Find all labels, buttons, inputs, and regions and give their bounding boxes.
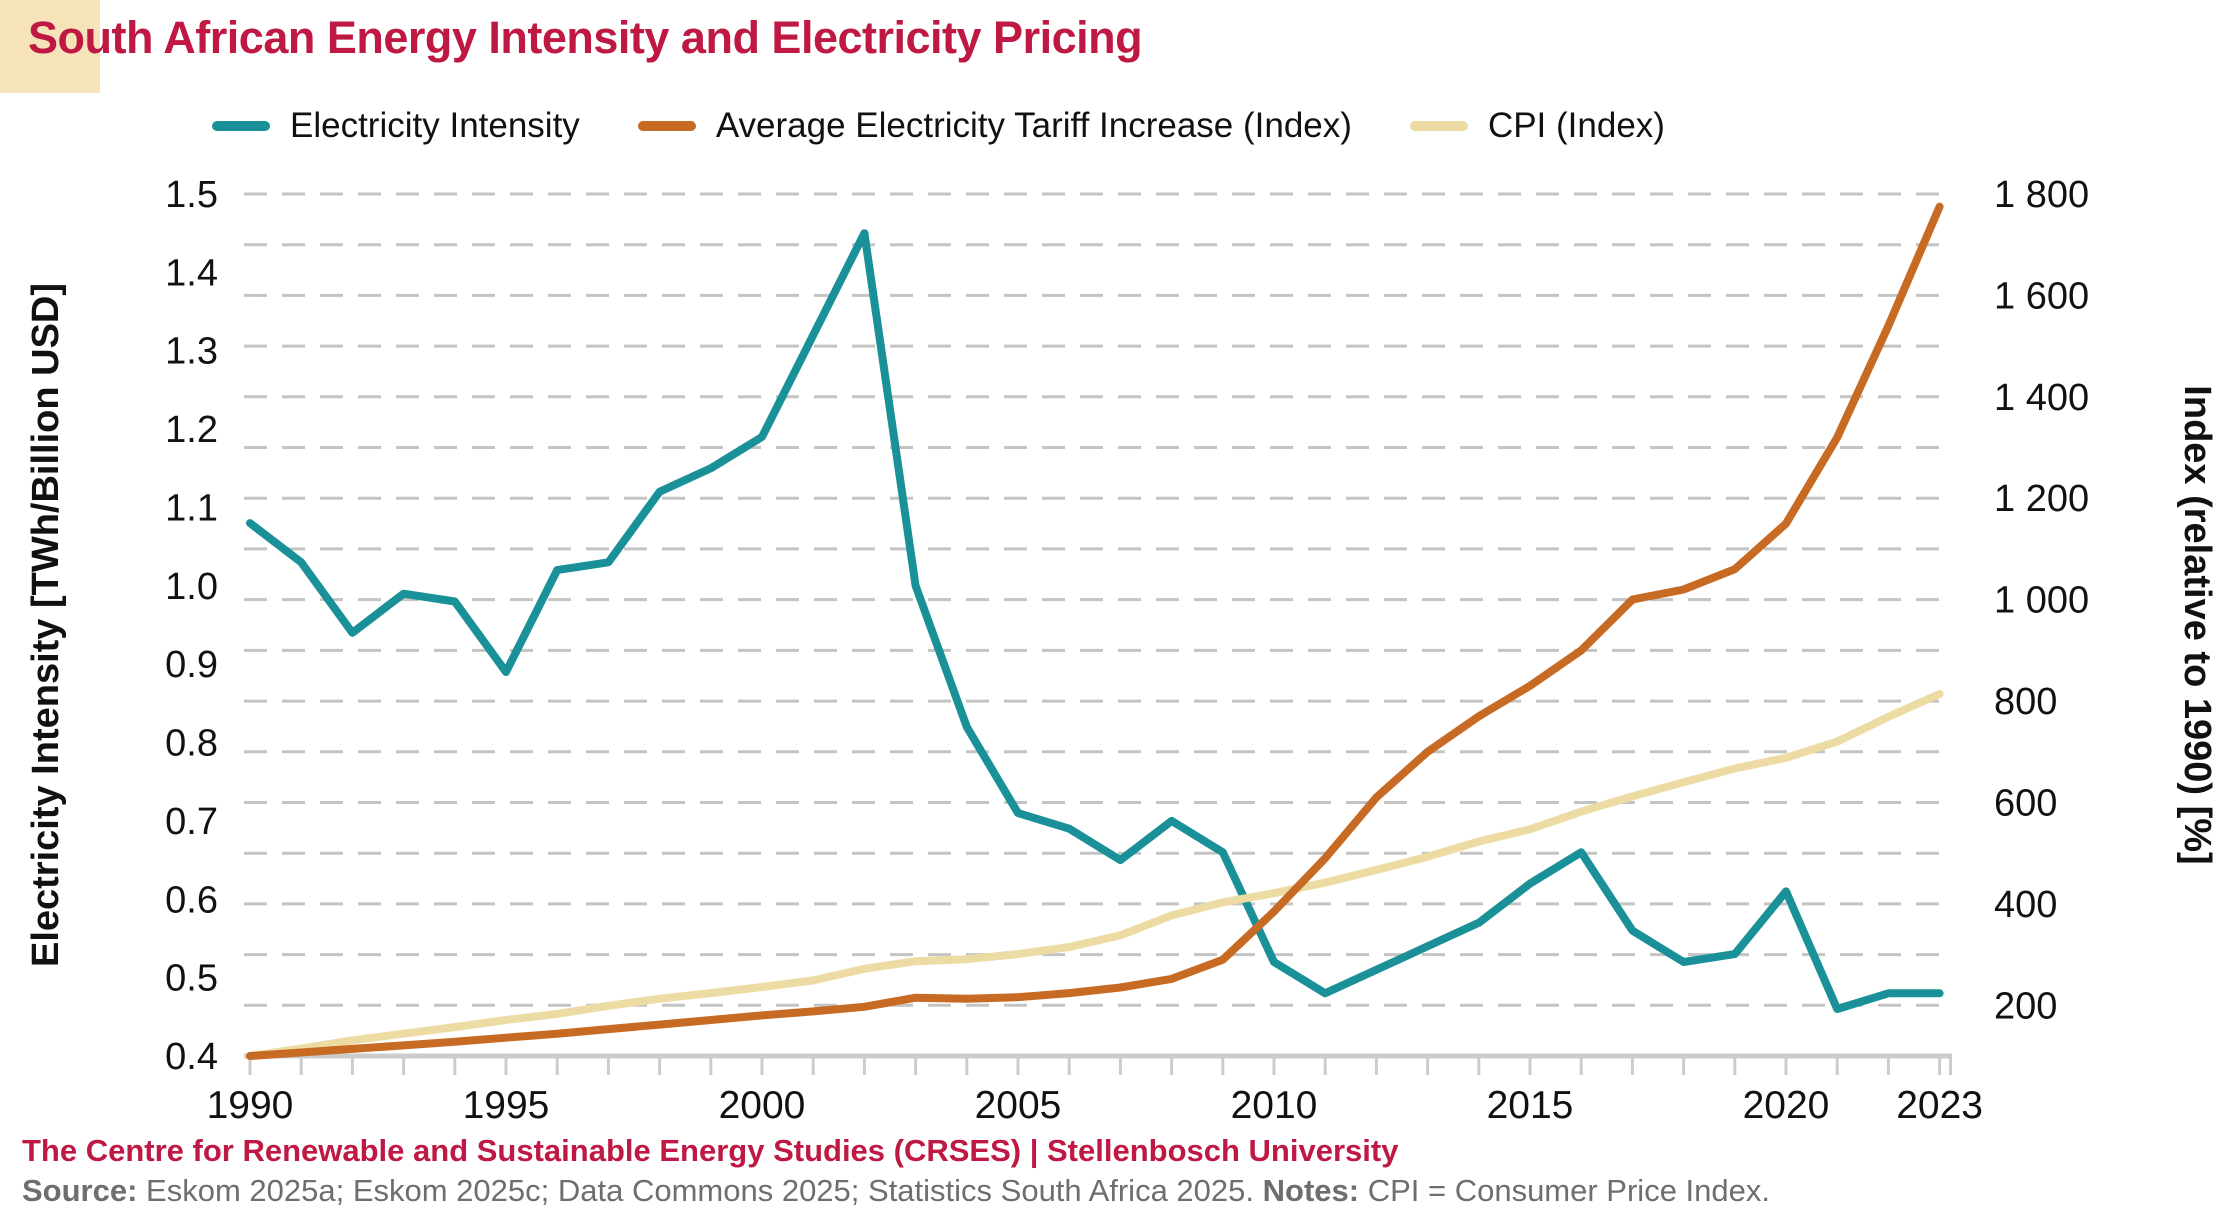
- legend-swatch-cream-icon: [1409, 121, 1468, 131]
- x-tick-label: 2010: [1231, 1084, 1318, 1127]
- x-tick-label: 2020: [1743, 1084, 1830, 1127]
- left-tick-label: 1.3: [165, 331, 218, 373]
- legend-label: Electricity Intensity: [290, 106, 580, 145]
- left-tick-label: 0.7: [165, 801, 218, 843]
- notes-text: CPI = Consumer Price Index.: [1359, 1173, 1770, 1208]
- right-tick-label: 400: [1994, 884, 2057, 926]
- right-tick-label: 800: [1994, 681, 2057, 723]
- source-text: Eskom 2025a; Eskom 2025c; Data Commons 2…: [137, 1173, 1263, 1208]
- right-tick-labels: 1 800 1 600 1 400 1 200 1 000 800 600 400 200: [1994, 174, 2089, 1027]
- left-tick-label: 1.0: [165, 566, 218, 608]
- source-label: Source:: [22, 1173, 138, 1208]
- gridlines: [244, 192, 1952, 1007]
- x-tick-label: 2000: [719, 1084, 806, 1127]
- left-tick-label: 0.6: [165, 879, 218, 921]
- legend-label: CPI (Index): [1487, 106, 1665, 145]
- series-line-average-electricity-tariff-increase-index: [246, 202, 1944, 1060]
- x-tick-label: 2023: [1896, 1084, 1983, 1127]
- x-tick-labels: 1990 1995 2000 2005 2010 2015 2020 2023: [207, 1084, 1983, 1127]
- left-axis-title: Electricity Intensity [TWh/Billion USD]: [25, 283, 67, 967]
- right-tick-label: 1 800: [1994, 174, 2089, 216]
- title-accent-square: [0, 0, 100, 93]
- notes-label: Notes:: [1262, 1173, 1360, 1208]
- footer-organization: The Centre for Renewable and Sustainable…: [22, 1133, 1399, 1168]
- right-tick-label: 1 000: [1994, 580, 2089, 622]
- legend-swatch-orange-icon: [637, 121, 696, 131]
- left-tick-labels: 1.5 1.4 1.3 1.2 1.1 1.0 0.9 0.8 0.7 0.6 0.5 0.4: [165, 174, 218, 1078]
- left-tick-label: 0.5: [165, 958, 218, 1000]
- x-axis: [244, 1053, 1952, 1075]
- legend-swatch-teal-icon: [212, 121, 270, 131]
- x-tick-label: 1990: [207, 1084, 294, 1127]
- right-tick-label: 1 400: [1994, 377, 2089, 419]
- left-tick-label: 1.5: [165, 174, 218, 216]
- right-tick-label: 1 200: [1994, 478, 2089, 520]
- right-axis-title: Index (relative to 1990) [%]: [2176, 385, 2218, 864]
- left-tick-label: 0.9: [165, 644, 218, 686]
- legend: Electricity Intensity Average Electricit…: [212, 106, 1665, 146]
- legend-item-electricity-intensity: Electricity Intensity: [212, 106, 580, 146]
- series-line-cpi-index: [246, 690, 1944, 1060]
- left-tick-label: 1.2: [165, 409, 218, 451]
- left-tick-label: 0.8: [165, 723, 218, 765]
- right-tick-label: 1 600: [1994, 275, 2089, 317]
- x-tick-label: 1995: [463, 1084, 550, 1127]
- x-tick-label: 2015: [1487, 1084, 1574, 1127]
- left-tick-label: 0.4: [165, 1036, 218, 1078]
- right-tick-label: 600: [1994, 782, 2057, 824]
- left-tick-label: 1.1: [165, 487, 218, 529]
- x-tick-label: 2005: [975, 1084, 1062, 1127]
- chart-title: South African Energy Intensity and Elect…: [28, 12, 1143, 63]
- left-tick-label: 1.4: [165, 252, 218, 294]
- legend-item-cpi-index: CPI (Index): [1409, 106, 1665, 146]
- legend-label: Average Electricity Tariff Increase (Ind…: [715, 106, 1352, 145]
- right-tick-label: 200: [1994, 985, 2057, 1027]
- footer-source-notes: Source: Eskom 2025a; Eskom 2025c; Data C…: [22, 1173, 1770, 1209]
- series-line-electricity-intensity: [246, 229, 1944, 1013]
- legend-item-tariff-index: Average Electricity Tariff Increase (Ind…: [637, 106, 1352, 146]
